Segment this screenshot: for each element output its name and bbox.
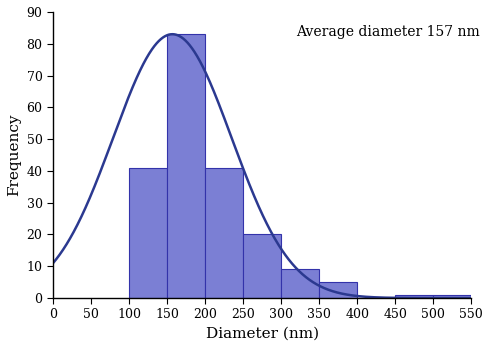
Bar [205,168,243,298]
Bar [167,34,205,298]
Bar [243,235,281,298]
Bar [319,282,357,298]
X-axis label: Diameter (nm): Diameter (nm) [206,327,318,341]
Bar [129,168,167,298]
Bar [434,295,472,298]
Bar [396,295,434,298]
Bar [281,269,319,298]
Y-axis label: Frequency: Frequency [7,114,21,196]
Text: Average diameter 157 nm: Average diameter 157 nm [296,25,480,39]
